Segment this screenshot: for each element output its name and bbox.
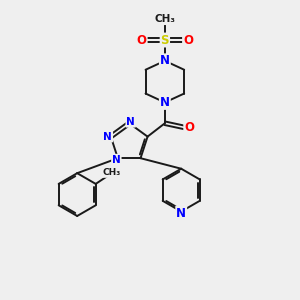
Text: O: O: [137, 34, 147, 46]
Text: N: N: [176, 206, 186, 220]
Text: N: N: [112, 155, 121, 165]
Text: N: N: [126, 117, 135, 127]
Text: N: N: [160, 54, 170, 67]
Text: N: N: [103, 132, 112, 142]
Text: S: S: [160, 34, 169, 46]
Text: O: O: [183, 34, 193, 46]
Text: N: N: [160, 96, 170, 109]
Text: CH₃: CH₃: [154, 14, 176, 24]
Text: O: O: [184, 121, 194, 134]
Text: CH₃: CH₃: [102, 168, 120, 177]
